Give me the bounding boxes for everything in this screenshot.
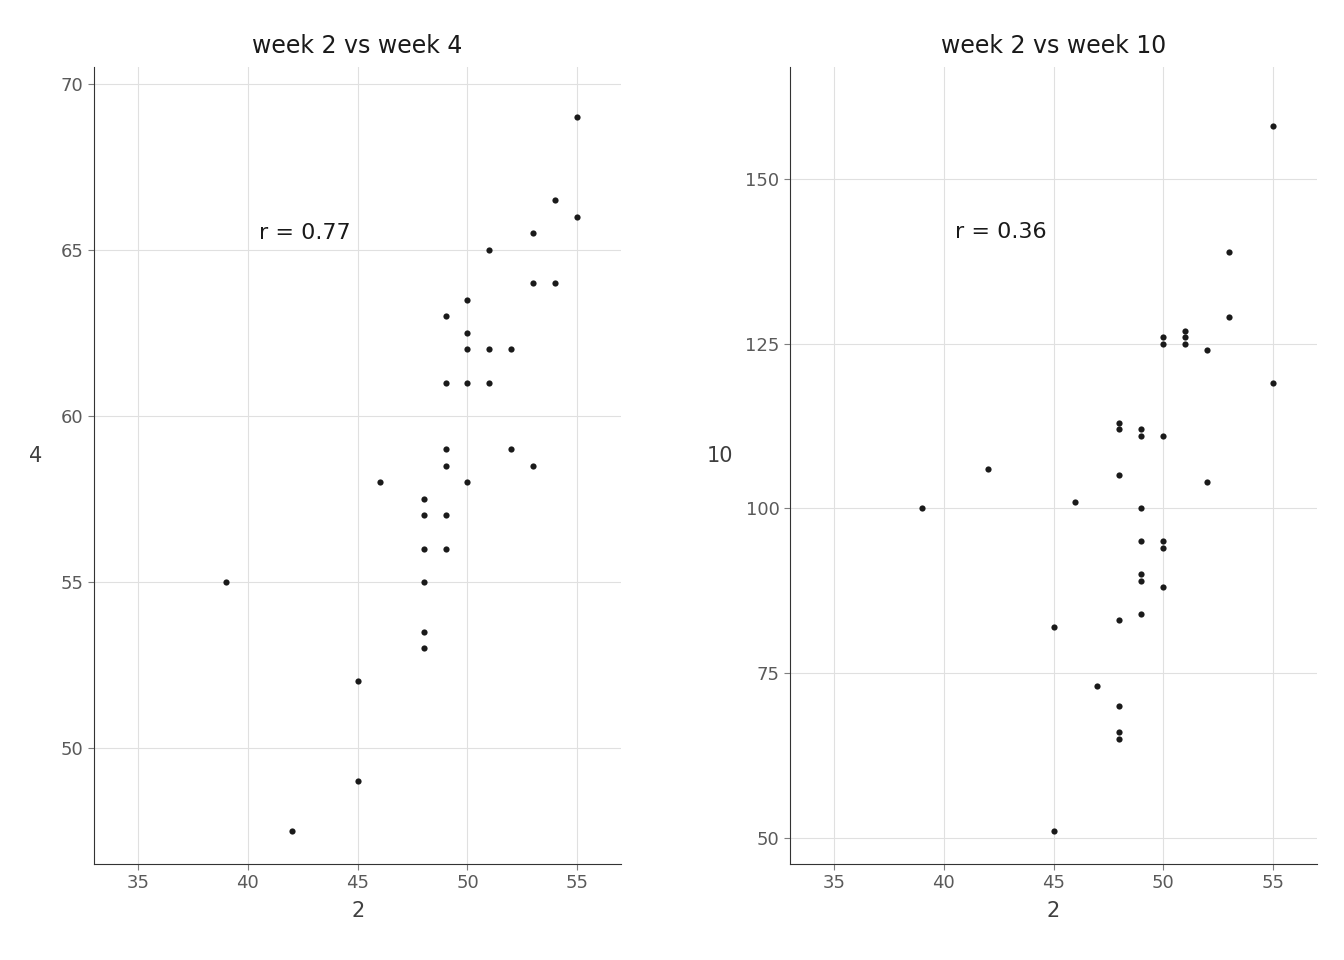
Point bbox=[413, 492, 434, 507]
Point bbox=[1130, 534, 1152, 549]
Point bbox=[434, 442, 456, 457]
Point bbox=[457, 292, 478, 307]
Point bbox=[457, 375, 478, 391]
Text: r = 0.77: r = 0.77 bbox=[259, 223, 351, 243]
Point bbox=[544, 192, 566, 207]
Point bbox=[1175, 323, 1196, 338]
Point bbox=[1130, 421, 1152, 437]
Point bbox=[1043, 824, 1064, 839]
Point bbox=[523, 226, 544, 241]
Point bbox=[1262, 375, 1284, 391]
Point bbox=[501, 342, 523, 357]
Point bbox=[911, 501, 933, 516]
Point bbox=[434, 508, 456, 523]
Point bbox=[413, 540, 434, 556]
Y-axis label: 10: 10 bbox=[707, 445, 734, 466]
Point bbox=[347, 774, 368, 789]
Point bbox=[1109, 421, 1130, 437]
Point bbox=[1219, 310, 1241, 325]
Point bbox=[434, 375, 456, 391]
Point bbox=[1130, 606, 1152, 621]
Point bbox=[1153, 329, 1175, 345]
Point bbox=[434, 308, 456, 324]
Point bbox=[1130, 573, 1152, 588]
Point bbox=[215, 574, 237, 589]
Point bbox=[413, 574, 434, 589]
Point bbox=[413, 508, 434, 523]
Point bbox=[1043, 619, 1064, 635]
Point bbox=[544, 276, 566, 291]
Point bbox=[1087, 679, 1109, 694]
Point bbox=[523, 276, 544, 291]
Title: week 2 vs week 10: week 2 vs week 10 bbox=[941, 35, 1167, 59]
X-axis label: 2: 2 bbox=[1047, 900, 1060, 921]
Point bbox=[1130, 501, 1152, 516]
Point bbox=[457, 474, 478, 490]
Point bbox=[478, 242, 500, 257]
Point bbox=[1262, 119, 1284, 134]
Point bbox=[478, 375, 500, 391]
Point bbox=[523, 458, 544, 473]
Point bbox=[1109, 468, 1130, 483]
Point bbox=[977, 461, 999, 476]
Point bbox=[1109, 725, 1130, 740]
Title: week 2 vs week 4: week 2 vs week 4 bbox=[253, 35, 462, 59]
Point bbox=[1196, 343, 1218, 358]
Point bbox=[434, 540, 456, 556]
Point bbox=[1130, 566, 1152, 582]
Point bbox=[1109, 698, 1130, 713]
Point bbox=[1175, 336, 1196, 351]
Point bbox=[1219, 244, 1241, 259]
Point bbox=[1196, 474, 1218, 490]
Point bbox=[457, 342, 478, 357]
Point bbox=[413, 624, 434, 639]
Point bbox=[567, 209, 589, 225]
Point bbox=[1109, 612, 1130, 628]
X-axis label: 2: 2 bbox=[351, 900, 364, 921]
Point bbox=[567, 109, 589, 125]
Point bbox=[1153, 534, 1175, 549]
Point bbox=[1064, 494, 1086, 510]
Point bbox=[413, 640, 434, 656]
Point bbox=[1175, 329, 1196, 345]
Point bbox=[1109, 732, 1130, 747]
Point bbox=[1153, 428, 1175, 444]
Point bbox=[1153, 540, 1175, 556]
Point bbox=[1153, 336, 1175, 351]
Y-axis label: 4: 4 bbox=[30, 445, 42, 466]
Point bbox=[434, 458, 456, 473]
Point bbox=[478, 342, 500, 357]
Point bbox=[1153, 580, 1175, 595]
Point bbox=[347, 674, 368, 689]
Point bbox=[281, 823, 302, 838]
Point bbox=[1130, 428, 1152, 444]
Point bbox=[501, 442, 523, 457]
Text: r = 0.36: r = 0.36 bbox=[954, 222, 1047, 242]
Point bbox=[457, 325, 478, 341]
Point bbox=[1109, 415, 1130, 430]
Point bbox=[368, 474, 390, 490]
